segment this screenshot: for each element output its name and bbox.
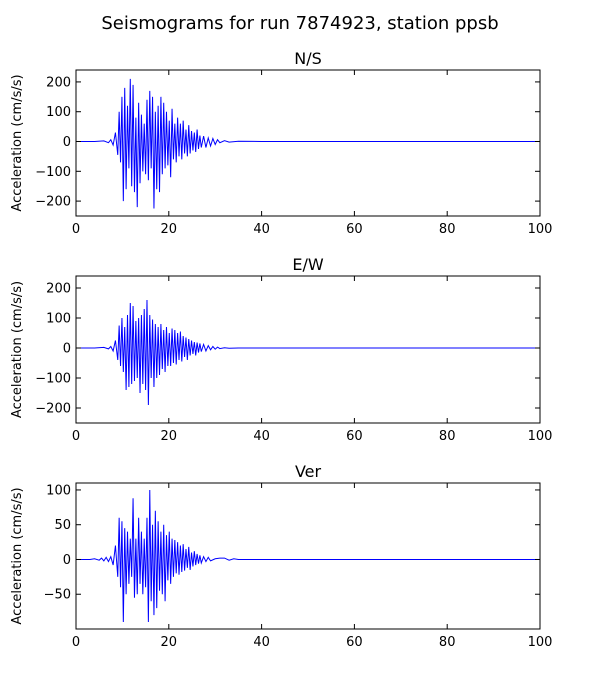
y-tick-label: 200 (46, 282, 71, 297)
x-tick-label: 40 (253, 222, 270, 237)
y-tick-label: −100 (35, 372, 71, 387)
axes-frame (75, 69, 541, 217)
y-tick-label: 0 (63, 342, 71, 357)
y-axis-label: Acceleration (cm/s/s) (10, 281, 25, 418)
x-tick-label: 20 (161, 429, 178, 444)
y-axis-label: Acceleration (cm/s/s) (10, 74, 25, 211)
x-tick-label: 20 (161, 222, 178, 237)
x-tick-label: 100 (528, 635, 553, 650)
y-tick-label: 0 (63, 553, 71, 568)
panel-1: E/W Acceleration (cm/s/s) 0 20 40 60 80 100 −200… (10, 255, 552, 444)
panels: N/S Acceleration (cm/s/s) 0 20 40 60 80 100 −200… (10, 49, 552, 650)
x-tick-label: 100 (528, 429, 553, 444)
x-tick-label: 100 (528, 222, 553, 237)
panel-title: Ver (295, 462, 322, 481)
y-tick-label: 100 (46, 105, 71, 120)
y-tick-label: 50 (54, 518, 71, 533)
x-tick-label: 80 (439, 429, 456, 444)
y-axis-label: Acceleration (cm/s/s) (10, 487, 25, 624)
panel-2: Ver Acceleration (cm/s/s) 0 20 40 60 80 100 −50 0… (10, 462, 552, 650)
x-tick-label: 20 (161, 635, 178, 650)
y-tick-label: 200 (46, 75, 71, 90)
figure-suptitle: Seismograms for run 7874923, station pps… (101, 13, 498, 34)
seismogram-trace (76, 299, 540, 406)
y-tick-label: 100 (46, 483, 71, 498)
x-tick-label: 0 (72, 429, 80, 444)
y-tick-label: −100 (35, 165, 71, 180)
axes-frame (75, 482, 541, 630)
seismogram-trace (76, 489, 540, 623)
y-tick-label: 0 (63, 135, 71, 150)
panel-title: E/W (292, 255, 324, 274)
x-tick-label: 0 (72, 635, 80, 650)
seismogram-trace (76, 78, 540, 209)
axes-frame (75, 275, 541, 424)
y-tick-label: −200 (35, 402, 71, 417)
x-tick-label: 60 (346, 429, 363, 444)
x-tick-label: 80 (439, 222, 456, 237)
x-tick-label: 80 (439, 635, 456, 650)
y-tick-label: −200 (35, 195, 71, 210)
x-tick-label: 40 (253, 635, 270, 650)
panel-0: N/S Acceleration (cm/s/s) 0 20 40 60 80 100 −200… (10, 49, 552, 237)
x-tick-label: 60 (346, 222, 363, 237)
y-tick-label: −50 (44, 588, 71, 603)
x-tick-label: 0 (72, 222, 80, 237)
panel-title: N/S (294, 49, 322, 68)
x-tick-label: 60 (346, 635, 363, 650)
x-tick-label: 40 (253, 429, 270, 444)
y-tick-label: 100 (46, 312, 71, 327)
